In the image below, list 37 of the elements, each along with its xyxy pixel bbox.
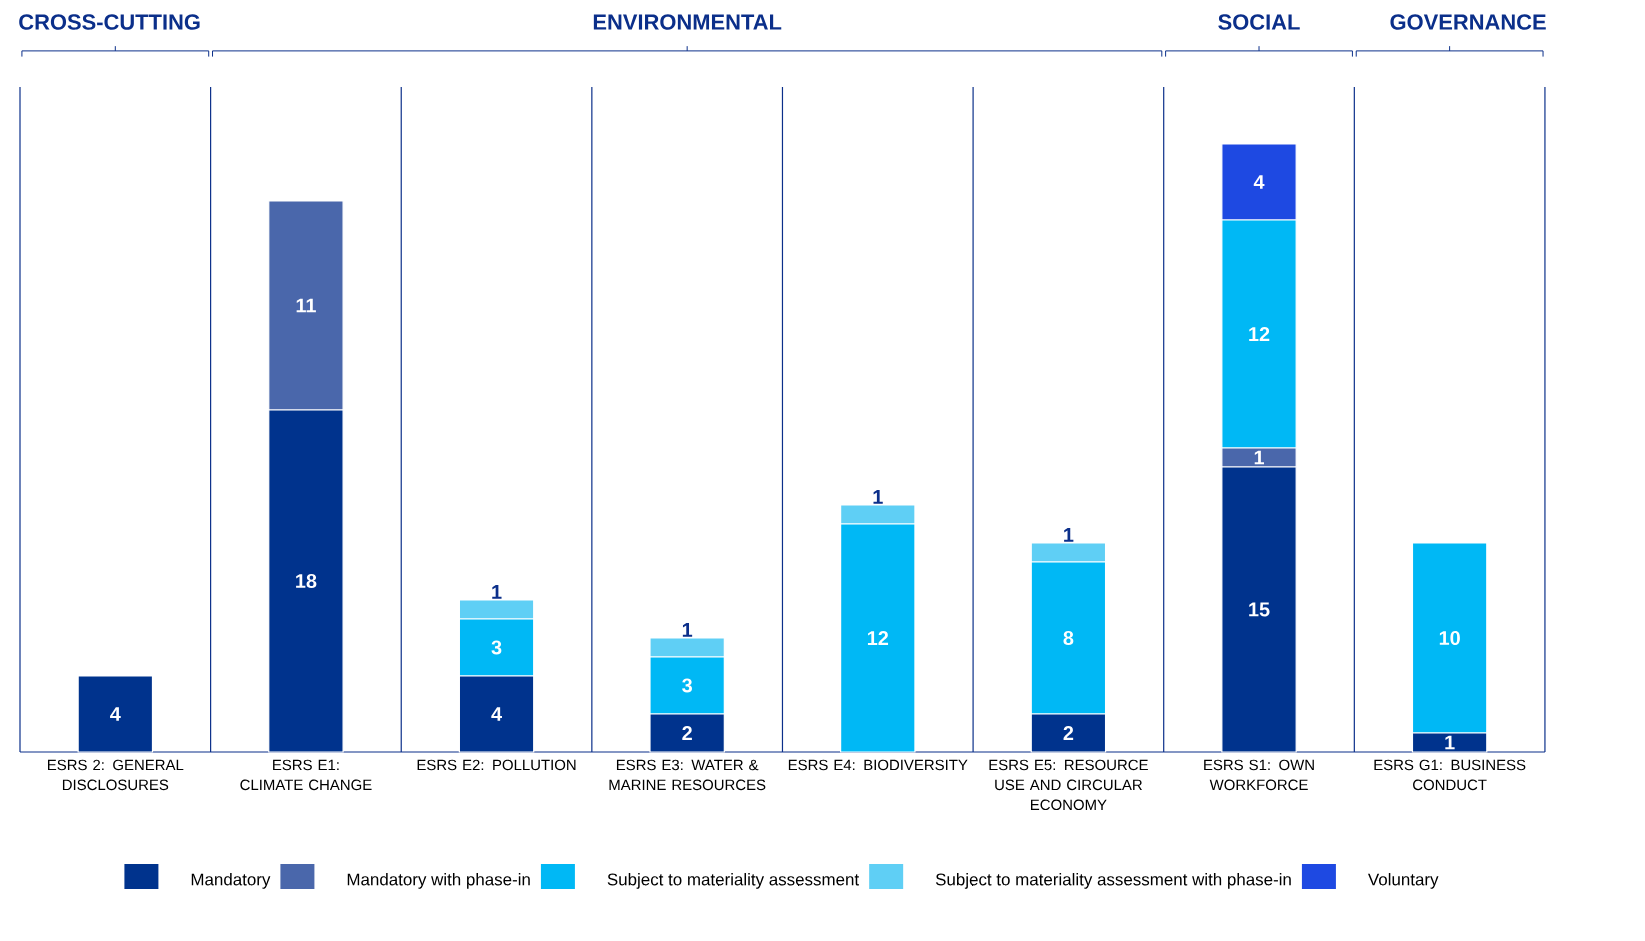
data-label: 12: [867, 631, 889, 645]
legend-label: Subject to materiality assessment with phase-in: [935, 873, 1291, 889]
legend-label: Mandatory: [191, 873, 271, 889]
text: GOVERNANCE: [1390, 14, 1546, 30]
x-tick-label: ESRS S1: OWN WORKFORCE: [1204, 759, 1314, 791]
data-label: 11: [296, 298, 316, 313]
data-label: 1: [682, 623, 693, 637]
legend-label: Mandatory with phase-in: [347, 873, 530, 889]
x-tick-label: ESRS E1: CLIMATE CHANGE: [240, 759, 372, 791]
legend-label: Subject to materiality assessment: [607, 873, 860, 889]
text: SOCIAL: [1218, 14, 1300, 30]
legend-label: Voluntary: [1367, 873, 1439, 889]
x-tick-label: ESRS G1: BUSINESS CONDUCT: [1374, 759, 1526, 791]
data-label: 4: [491, 707, 502, 721]
data-label: 3: [491, 640, 502, 655]
data-label: 3: [682, 678, 692, 693]
data-label: 15: [1249, 602, 1270, 617]
x-tick-label: ESRS E2: POLLUTION: [417, 759, 576, 771]
x-tick-label: ESRS E5: RESOURCE USE AND CIRCULAR ECONOMY: [989, 759, 1148, 811]
text: CROSS-CUTTING: [19, 14, 200, 30]
x-tick-label: ESRS E4: BIODIVERSITY: [788, 759, 968, 771]
x-tick-label: ESRS 2: GENERAL DISCLOSURES: [48, 759, 184, 791]
data-label: 1: [873, 490, 883, 504]
data-label: 8: [1063, 630, 1074, 646]
data-label: 2: [682, 726, 692, 740]
data-label: 1: [1064, 528, 1074, 542]
x-tick-label: ESRS E3: WATER & MARINE RESOURCES: [609, 759, 766, 791]
data-label: 4: [1253, 175, 1265, 189]
data-label: 1: [1445, 735, 1455, 750]
data-label: 12: [1249, 327, 1270, 341]
text: ENVIRONMENTAL: [593, 14, 782, 30]
data-label: 1: [1254, 450, 1265, 465]
data-label: 1: [492, 585, 502, 599]
data-label: 4: [110, 707, 121, 721]
data-label: 18: [296, 573, 317, 589]
data-label: 2: [1063, 726, 1074, 740]
data-label: 10: [1439, 630, 1460, 646]
